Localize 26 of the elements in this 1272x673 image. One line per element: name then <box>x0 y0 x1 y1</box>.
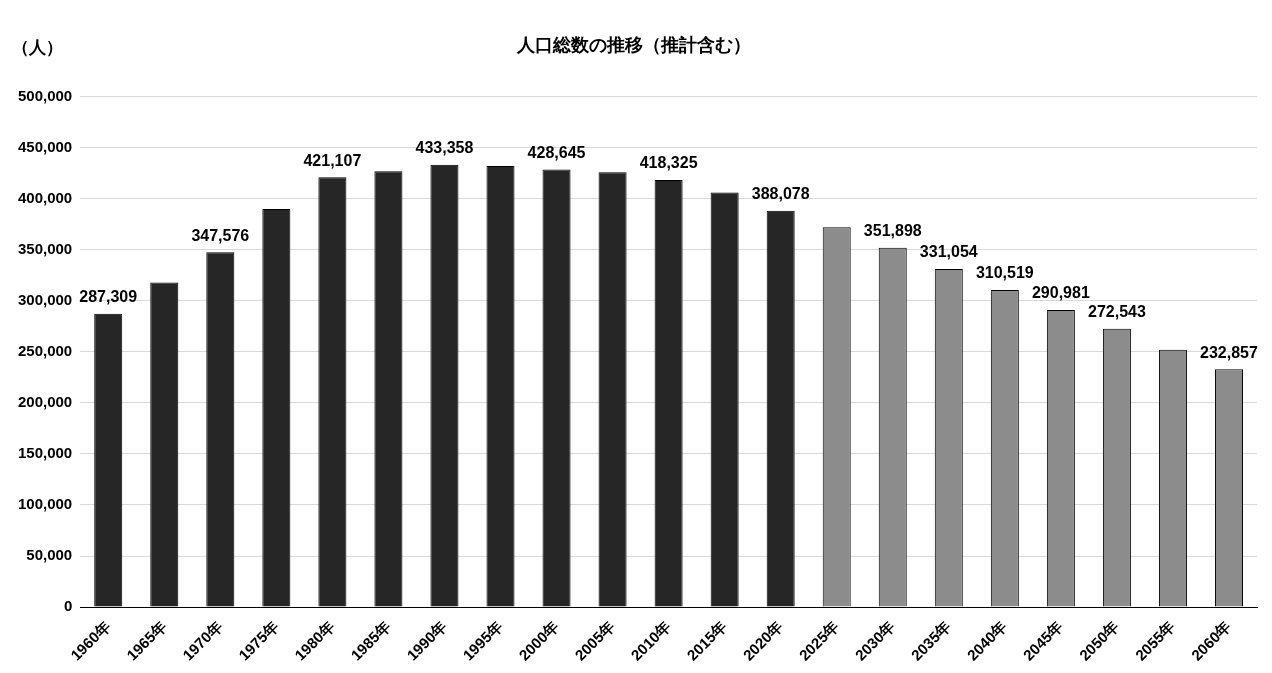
y-tick-label: 450,000 <box>17 137 73 155</box>
y-tick-label: 500,000 <box>17 86 73 104</box>
data-label: 347,576 <box>191 226 250 244</box>
y-tick-label: 350,000 <box>17 239 73 257</box>
data-label: 418,325 <box>639 154 698 172</box>
data-label: 272,543 <box>1087 303 1146 321</box>
data-label: 232,857 <box>1200 343 1258 361</box>
data-label: 388,078 <box>751 185 810 203</box>
y-tick-label: 0 <box>63 597 73 615</box>
data-label: 421,107 <box>303 151 362 169</box>
y-tick-label: 200,000 <box>17 393 73 411</box>
y-tick-label: 100,000 <box>17 495 73 513</box>
data-label: 287,309 <box>79 288 138 306</box>
y-tick-label: 150,000 <box>17 444 73 462</box>
y-tick-label: 300,000 <box>17 290 73 308</box>
y-tick-label: 400,000 <box>17 188 73 206</box>
y-tick-label: 250,000 <box>17 341 73 359</box>
y-axis-title: （人） <box>12 37 63 59</box>
data-label: 428,645 <box>527 143 586 161</box>
y-tick-label: 50,000 <box>26 546 73 564</box>
data-label: 290,981 <box>1031 284 1090 302</box>
data-label: 310,519 <box>975 264 1034 282</box>
data-label: 331,054 <box>919 243 978 261</box>
data-label: 351,898 <box>863 222 922 240</box>
chart-title: 人口総数の推移（推計含む） <box>515 34 751 55</box>
data-label: 433,358 <box>415 139 474 157</box>
